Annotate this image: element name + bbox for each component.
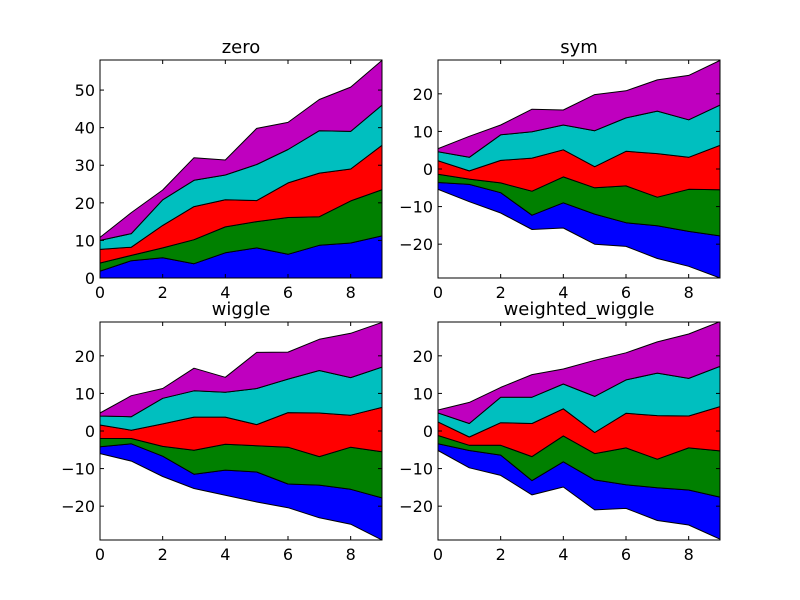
y-tick-label: 30	[75, 156, 95, 175]
x-tick-label: 0	[433, 545, 443, 564]
x-tick-label: 4	[220, 545, 230, 564]
y-tick-label: −10	[399, 460, 433, 479]
x-tick-label: 0	[433, 283, 443, 302]
y-tick-label: 0	[423, 422, 433, 441]
axes-frame	[99, 59, 383, 279]
y-tick-label: −10	[61, 460, 95, 479]
y-tick-label: −10	[399, 198, 433, 217]
x-tick-label: 4	[558, 545, 568, 564]
stack-bands	[100, 322, 382, 540]
x-tick-label: 6	[621, 545, 631, 564]
x-tick-label: 4	[220, 283, 230, 302]
x-tick-label: 8	[684, 545, 694, 564]
chart-title: zero	[222, 37, 261, 58]
x-tick-label: 6	[283, 545, 293, 564]
x-tick-label: 0	[95, 283, 105, 302]
x-tick-label: 2	[158, 283, 168, 302]
x-tick-label: 0	[95, 545, 105, 564]
stack-bands	[438, 322, 720, 540]
subplot-weighted-wiggle: 0 2 4 6 8 −20 −10 0 10 20 weighted_wiggle	[399, 299, 721, 564]
x-tick-label: 8	[684, 283, 694, 302]
chart-title: sym	[560, 37, 598, 58]
series-band-5	[100, 322, 382, 418]
subplot-sym: 0 2 4 6 8 −20 −10 0 10 20 sym	[399, 37, 721, 302]
series-band-5	[438, 322, 720, 424]
y-tick-label: 20	[75, 194, 95, 213]
y-tick-label: 20	[413, 347, 433, 366]
y-tick-label: −20	[61, 497, 95, 516]
x-tick-label: 8	[346, 283, 356, 302]
y-tick-label: −20	[399, 235, 433, 254]
y-tick-label: 10	[75, 384, 95, 403]
y-tick-label: −20	[399, 497, 433, 516]
series-band-5	[438, 60, 720, 158]
x-tick-label: 8	[346, 545, 356, 564]
x-tick-label: 2	[496, 545, 506, 564]
subplot-wiggle: 0 2 4 6 8 −20 −10 0 10 20 wiggle	[61, 299, 383, 564]
x-tick-label: 4	[558, 283, 568, 302]
y-tick-label: 10	[413, 384, 433, 403]
x-tick-label: 6	[283, 283, 293, 302]
y-tick-label: 10	[413, 122, 433, 141]
series-band-5	[100, 60, 382, 241]
y-tick-label: 0	[85, 269, 95, 288]
stack-bands	[438, 60, 720, 278]
x-tick-label: 2	[158, 545, 168, 564]
y-tick-label: 50	[75, 81, 95, 100]
y-tick-label: 20	[413, 85, 433, 104]
y-tick-label: 20	[75, 347, 95, 366]
x-tick-label: 2	[496, 283, 506, 302]
subplot-zero: 0 2 4 6 8 0 10 20 30 40 50 zero	[75, 37, 383, 302]
x-tick-label: 6	[621, 283, 631, 302]
y-tick-label: 40	[75, 119, 95, 138]
y-tick-label: 0	[85, 422, 95, 441]
chart-title: weighted_wiggle	[504, 299, 655, 320]
y-tick-label: 10	[75, 231, 95, 250]
y-tick-label: 0	[423, 160, 433, 179]
chart-title: wiggle	[212, 299, 271, 320]
stack-bands	[100, 60, 382, 278]
